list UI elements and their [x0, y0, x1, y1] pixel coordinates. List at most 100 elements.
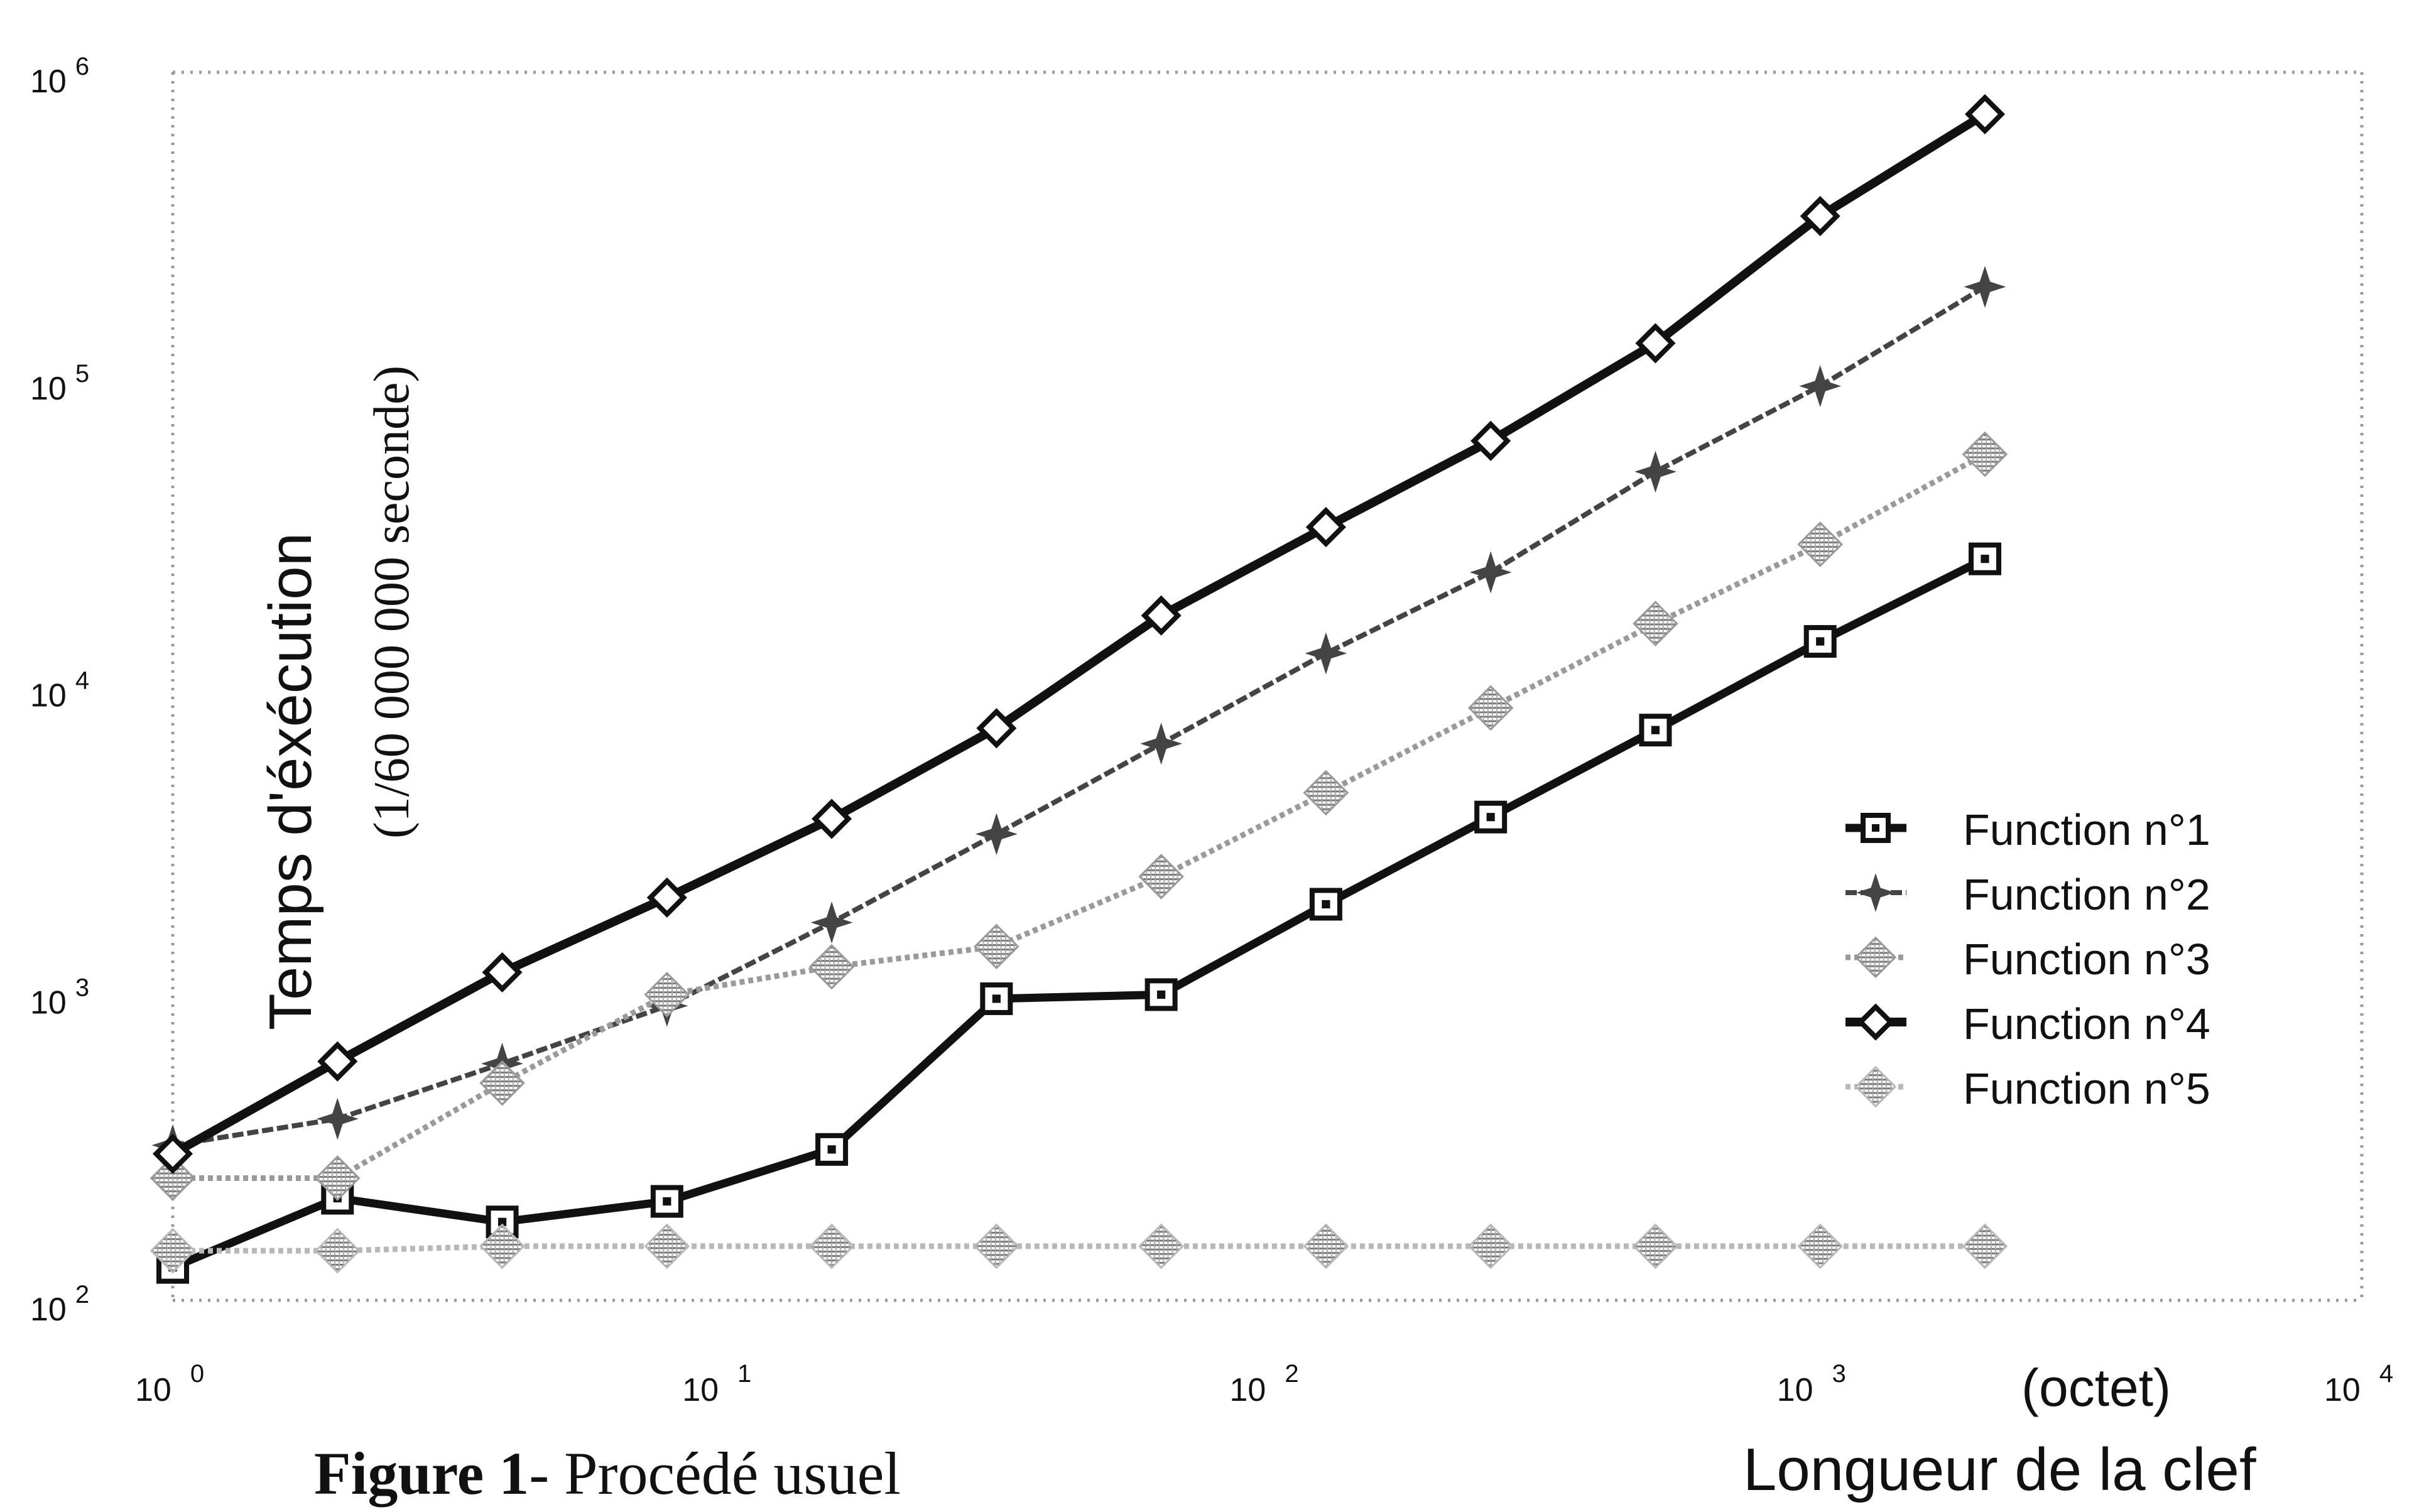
- series-5-point: [1138, 1223, 1184, 1270]
- series-1-point-dot: [1651, 726, 1660, 734]
- series-3-point: [808, 944, 855, 990]
- y-tick-label: 10 2: [30, 1281, 89, 1328]
- x-tick-base: 10: [1777, 1372, 1813, 1408]
- figure-caption-rest: - Procédé usuel: [529, 1440, 901, 1507]
- series-2-point: [1140, 722, 1183, 765]
- x-tick-exponent: 2: [1285, 1360, 1298, 1388]
- series-3-point: [479, 1060, 525, 1106]
- series-3-point: [1962, 431, 2008, 477]
- series-4-point: [1800, 195, 1840, 237]
- series-layer: [149, 94, 2008, 1284]
- series-1-line: [171, 555, 1987, 1271]
- x-tick-exponent: 1: [737, 1360, 751, 1388]
- series-2-point: [1634, 450, 1677, 493]
- x-axis-unit: (octet): [2021, 1358, 2171, 1417]
- legend-marker: [1854, 936, 1897, 979]
- series-5-point: [974, 1223, 1019, 1270]
- legend-label: Function n°2: [1963, 870, 2210, 919]
- series-3-point: [149, 1155, 196, 1201]
- legend-marker: [1854, 1065, 1897, 1108]
- series-1-point-dot: [497, 1217, 507, 1226]
- legend-item-5: Function n°5: [1845, 1064, 2210, 1113]
- series-4-point: [1470, 420, 1511, 461]
- series-2-point: [975, 813, 1018, 856]
- legend-item-4: Function n°4: [1845, 999, 2210, 1048]
- ticks-layer: 10 2 10 3 10 4 10 5 10 6 10 0 10 1 10 2 10 3 10 4: [30, 53, 2393, 1408]
- y-tick-exponent: 6: [75, 53, 89, 80]
- series-4-point: [152, 1133, 193, 1174]
- legend-marker: [1857, 1003, 1894, 1041]
- series-1-point-dot: [992, 994, 1001, 1003]
- series-4-point: [646, 877, 687, 918]
- series-1-point-dot: [1981, 555, 1989, 563]
- y-tick-base: 10: [30, 984, 67, 1021]
- x-tick-label: 10 2: [1230, 1360, 1299, 1408]
- series-4-point: [1964, 94, 2006, 134]
- series-5-point: [808, 1223, 855, 1270]
- x-tick-label: 10 0: [135, 1360, 204, 1408]
- series-2: [151, 266, 2006, 1167]
- series-1-point-dot: [1157, 990, 1166, 999]
- legend-label: Function n°4: [1963, 999, 2210, 1048]
- plot-frame: [171, 70, 2364, 1302]
- x-tick-base: 10: [1230, 1372, 1266, 1408]
- y-tick-exponent: 2: [75, 1281, 89, 1308]
- y-tick-base: 10: [30, 1292, 67, 1328]
- x-tick-exponent: 4: [2379, 1360, 2393, 1388]
- figure-caption-bold: Figure 1: [314, 1440, 529, 1507]
- series-3-point: [1797, 521, 1844, 567]
- x-tick-label: 10 3: [1777, 1360, 1846, 1408]
- figure-caption: Figure 1- Procédé usuel: [314, 1440, 901, 1507]
- series-5-point: [479, 1223, 525, 1270]
- x-tick-exponent: 0: [190, 1360, 204, 1388]
- series-4-point: [1141, 595, 1182, 636]
- series-2-point: [810, 901, 853, 944]
- legend: Function n°1 Function n°2 Function n°3 Func…: [1845, 805, 2210, 1113]
- x-axis-label: Longueur de la clef: [1743, 1436, 2256, 1503]
- series-1-point: [1639, 714, 1672, 747]
- series-5-point: [1467, 1223, 1514, 1270]
- series-4-point: [317, 1041, 358, 1082]
- legend-marker: [1856, 873, 1895, 912]
- legend-marker-dot: [1872, 824, 1879, 832]
- y-tick-base: 10: [30, 678, 67, 714]
- y-tick-label: 10 5: [30, 360, 89, 407]
- series-5-point: [314, 1227, 361, 1274]
- series-3-point: [1467, 685, 1514, 731]
- series-1-point-dot: [663, 1197, 671, 1206]
- y-tick-exponent: 5: [75, 360, 89, 388]
- series-3-point: [314, 1155, 361, 1201]
- y-axis-label: Temps d'éxécution: [257, 533, 324, 1030]
- series-5-point: [149, 1227, 196, 1274]
- legend-label: Function n°5: [1963, 1064, 2210, 1113]
- series-3-line: [173, 452, 1987, 1181]
- series-4-line: [170, 110, 1987, 1158]
- x-tick-base: 10: [135, 1372, 171, 1408]
- y-tick-label: 10 6: [30, 53, 89, 100]
- x-tick-base: 10: [2324, 1372, 2361, 1408]
- series-3-point: [1633, 601, 1678, 647]
- series-5-point: [1633, 1223, 1678, 1270]
- series-5-line: [173, 1243, 1985, 1254]
- series-2-point: [1964, 266, 2006, 308]
- series-3: [149, 431, 2008, 1201]
- series-5: [149, 1223, 2008, 1274]
- series-4-point: [1635, 323, 1676, 364]
- series-4: [152, 94, 2006, 1174]
- series-1-point-dot: [1486, 813, 1495, 822]
- series-5-point: [1303, 1223, 1349, 1270]
- y-tick-base: 10: [30, 371, 67, 407]
- series-2-point: [316, 1097, 359, 1140]
- series-3-point: [644, 972, 690, 1018]
- series-4-point: [976, 708, 1017, 749]
- legend-item-3: Function n°3: [1845, 935, 2210, 984]
- x-tick-label: 10 1: [682, 1360, 751, 1408]
- x-tick-base: 10: [682, 1372, 719, 1408]
- series-2-point: [1799, 365, 1842, 408]
- legend-item-2: Function n°2: [1845, 870, 2210, 919]
- y-axis-unit: (1/60 000 000 seconde): [364, 366, 420, 839]
- series-1: [156, 542, 2001, 1284]
- y-tick-label: 10 3: [30, 974, 89, 1021]
- series-4-point: [482, 952, 523, 993]
